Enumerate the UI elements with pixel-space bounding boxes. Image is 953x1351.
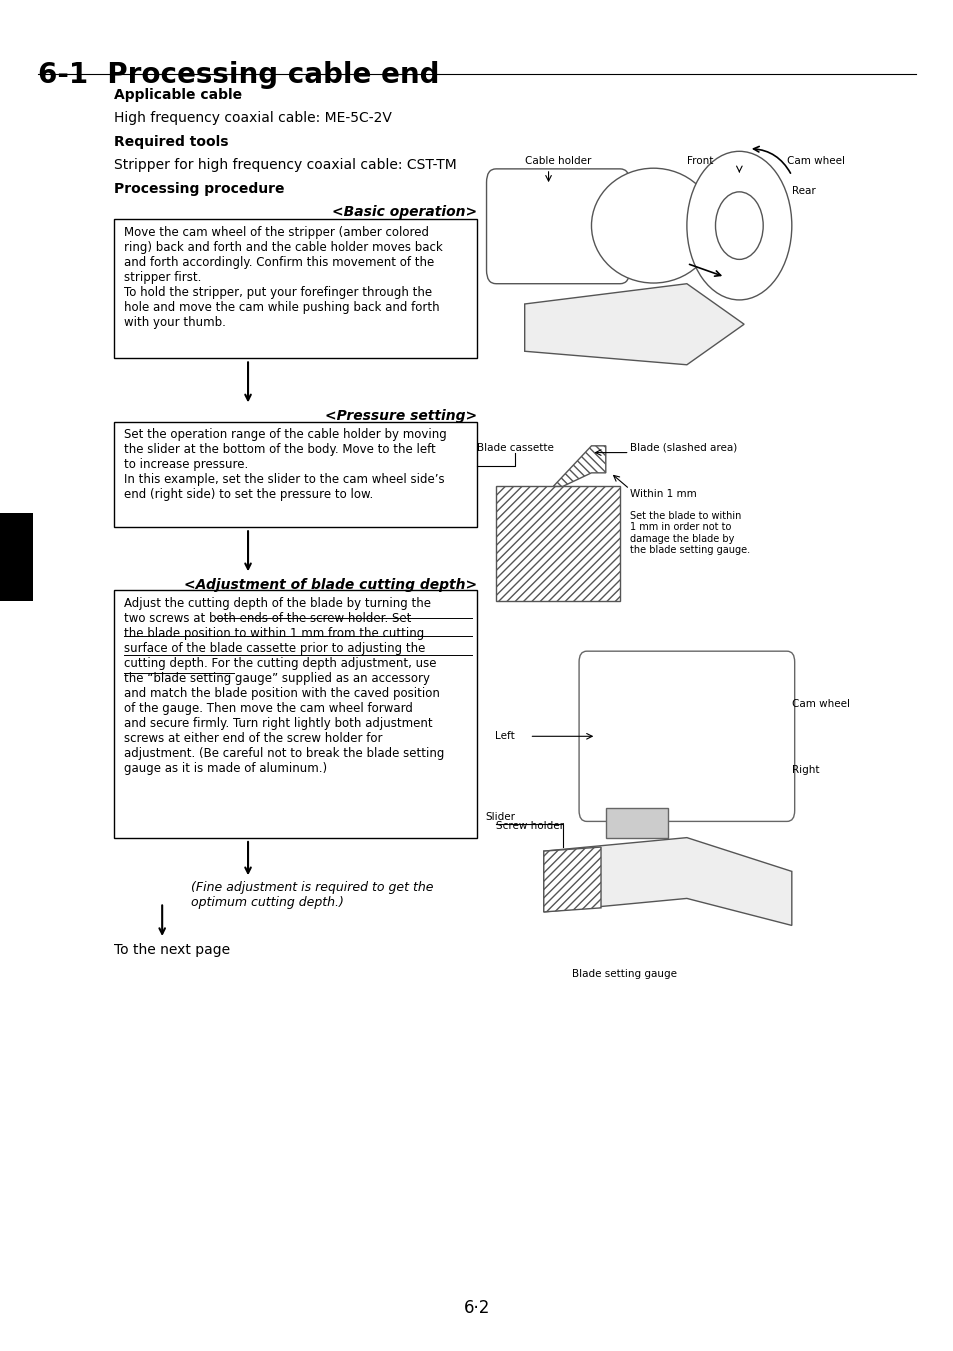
Circle shape (686, 151, 791, 300)
Text: Processing procedure: Processing procedure (114, 182, 285, 196)
Text: Move the cam wheel of the stripper (amber colored
ring) back and forth and the c: Move the cam wheel of the stripper (ambe… (124, 226, 442, 328)
Text: Cable holder: Cable holder (524, 157, 591, 166)
Text: Within 1 mm: Within 1 mm (629, 489, 696, 499)
Text: Front: Front (686, 157, 713, 166)
Text: Rear: Rear (791, 186, 815, 196)
FancyBboxPatch shape (486, 169, 629, 284)
Polygon shape (543, 838, 791, 925)
Text: 6-1  Processing cable end: 6-1 Processing cable end (38, 61, 439, 89)
FancyBboxPatch shape (114, 590, 476, 838)
Text: Cam wheel: Cam wheel (786, 157, 844, 166)
Circle shape (643, 676, 729, 797)
Text: Blade cassette: Blade cassette (476, 443, 554, 453)
Text: Adjust the cutting depth of the blade by turning the
two screws at both ends of : Adjust the cutting depth of the blade by… (124, 597, 444, 775)
Polygon shape (553, 446, 605, 486)
Circle shape (715, 192, 762, 259)
Text: Screw holder: Screw holder (496, 821, 563, 831)
Text: <Pressure setting>: <Pressure setting> (325, 409, 476, 423)
FancyBboxPatch shape (114, 219, 476, 358)
Text: Applicable cable: Applicable cable (114, 88, 242, 101)
FancyBboxPatch shape (114, 422, 476, 527)
Text: <Adjustment of blade cutting depth>: <Adjustment of blade cutting depth> (184, 578, 476, 592)
Text: High frequency coaxial cable: ME-5C-2V: High frequency coaxial cable: ME-5C-2V (114, 111, 392, 124)
Text: Blade setting gauge: Blade setting gauge (572, 970, 677, 979)
Text: Slider: Slider (485, 812, 515, 823)
Text: <Basic operation>: <Basic operation> (332, 205, 476, 219)
Bar (605, 808, 667, 838)
Circle shape (667, 709, 705, 763)
Text: (Fine adjustment is required to get the
optimum cutting depth.): (Fine adjustment is required to get the … (191, 881, 433, 909)
Bar (496, 486, 619, 601)
Text: Set the blade to within
1 mm in order not to
damage the blade by
the blade setti: Set the blade to within 1 mm in order no… (629, 511, 749, 555)
Text: To the next page: To the next page (114, 943, 231, 957)
Text: Cam wheel: Cam wheel (791, 700, 849, 709)
Ellipse shape (591, 168, 715, 284)
Text: Required tools: Required tools (114, 135, 229, 149)
Text: Left: Left (495, 731, 515, 742)
Bar (0, 513, 33, 601)
Text: Right: Right (791, 765, 819, 775)
FancyBboxPatch shape (578, 651, 794, 821)
Text: Blade (slashed area): Blade (slashed area) (629, 443, 736, 453)
Text: Stripper for high frequency coaxial cable: CST-TM: Stripper for high frequency coaxial cabl… (114, 158, 456, 172)
Text: Set the operation range of the cable holder by moving
the slider at the bottom o: Set the operation range of the cable hol… (124, 428, 446, 501)
Polygon shape (524, 284, 743, 365)
Text: 6·2: 6·2 (463, 1300, 490, 1317)
Polygon shape (543, 847, 600, 912)
